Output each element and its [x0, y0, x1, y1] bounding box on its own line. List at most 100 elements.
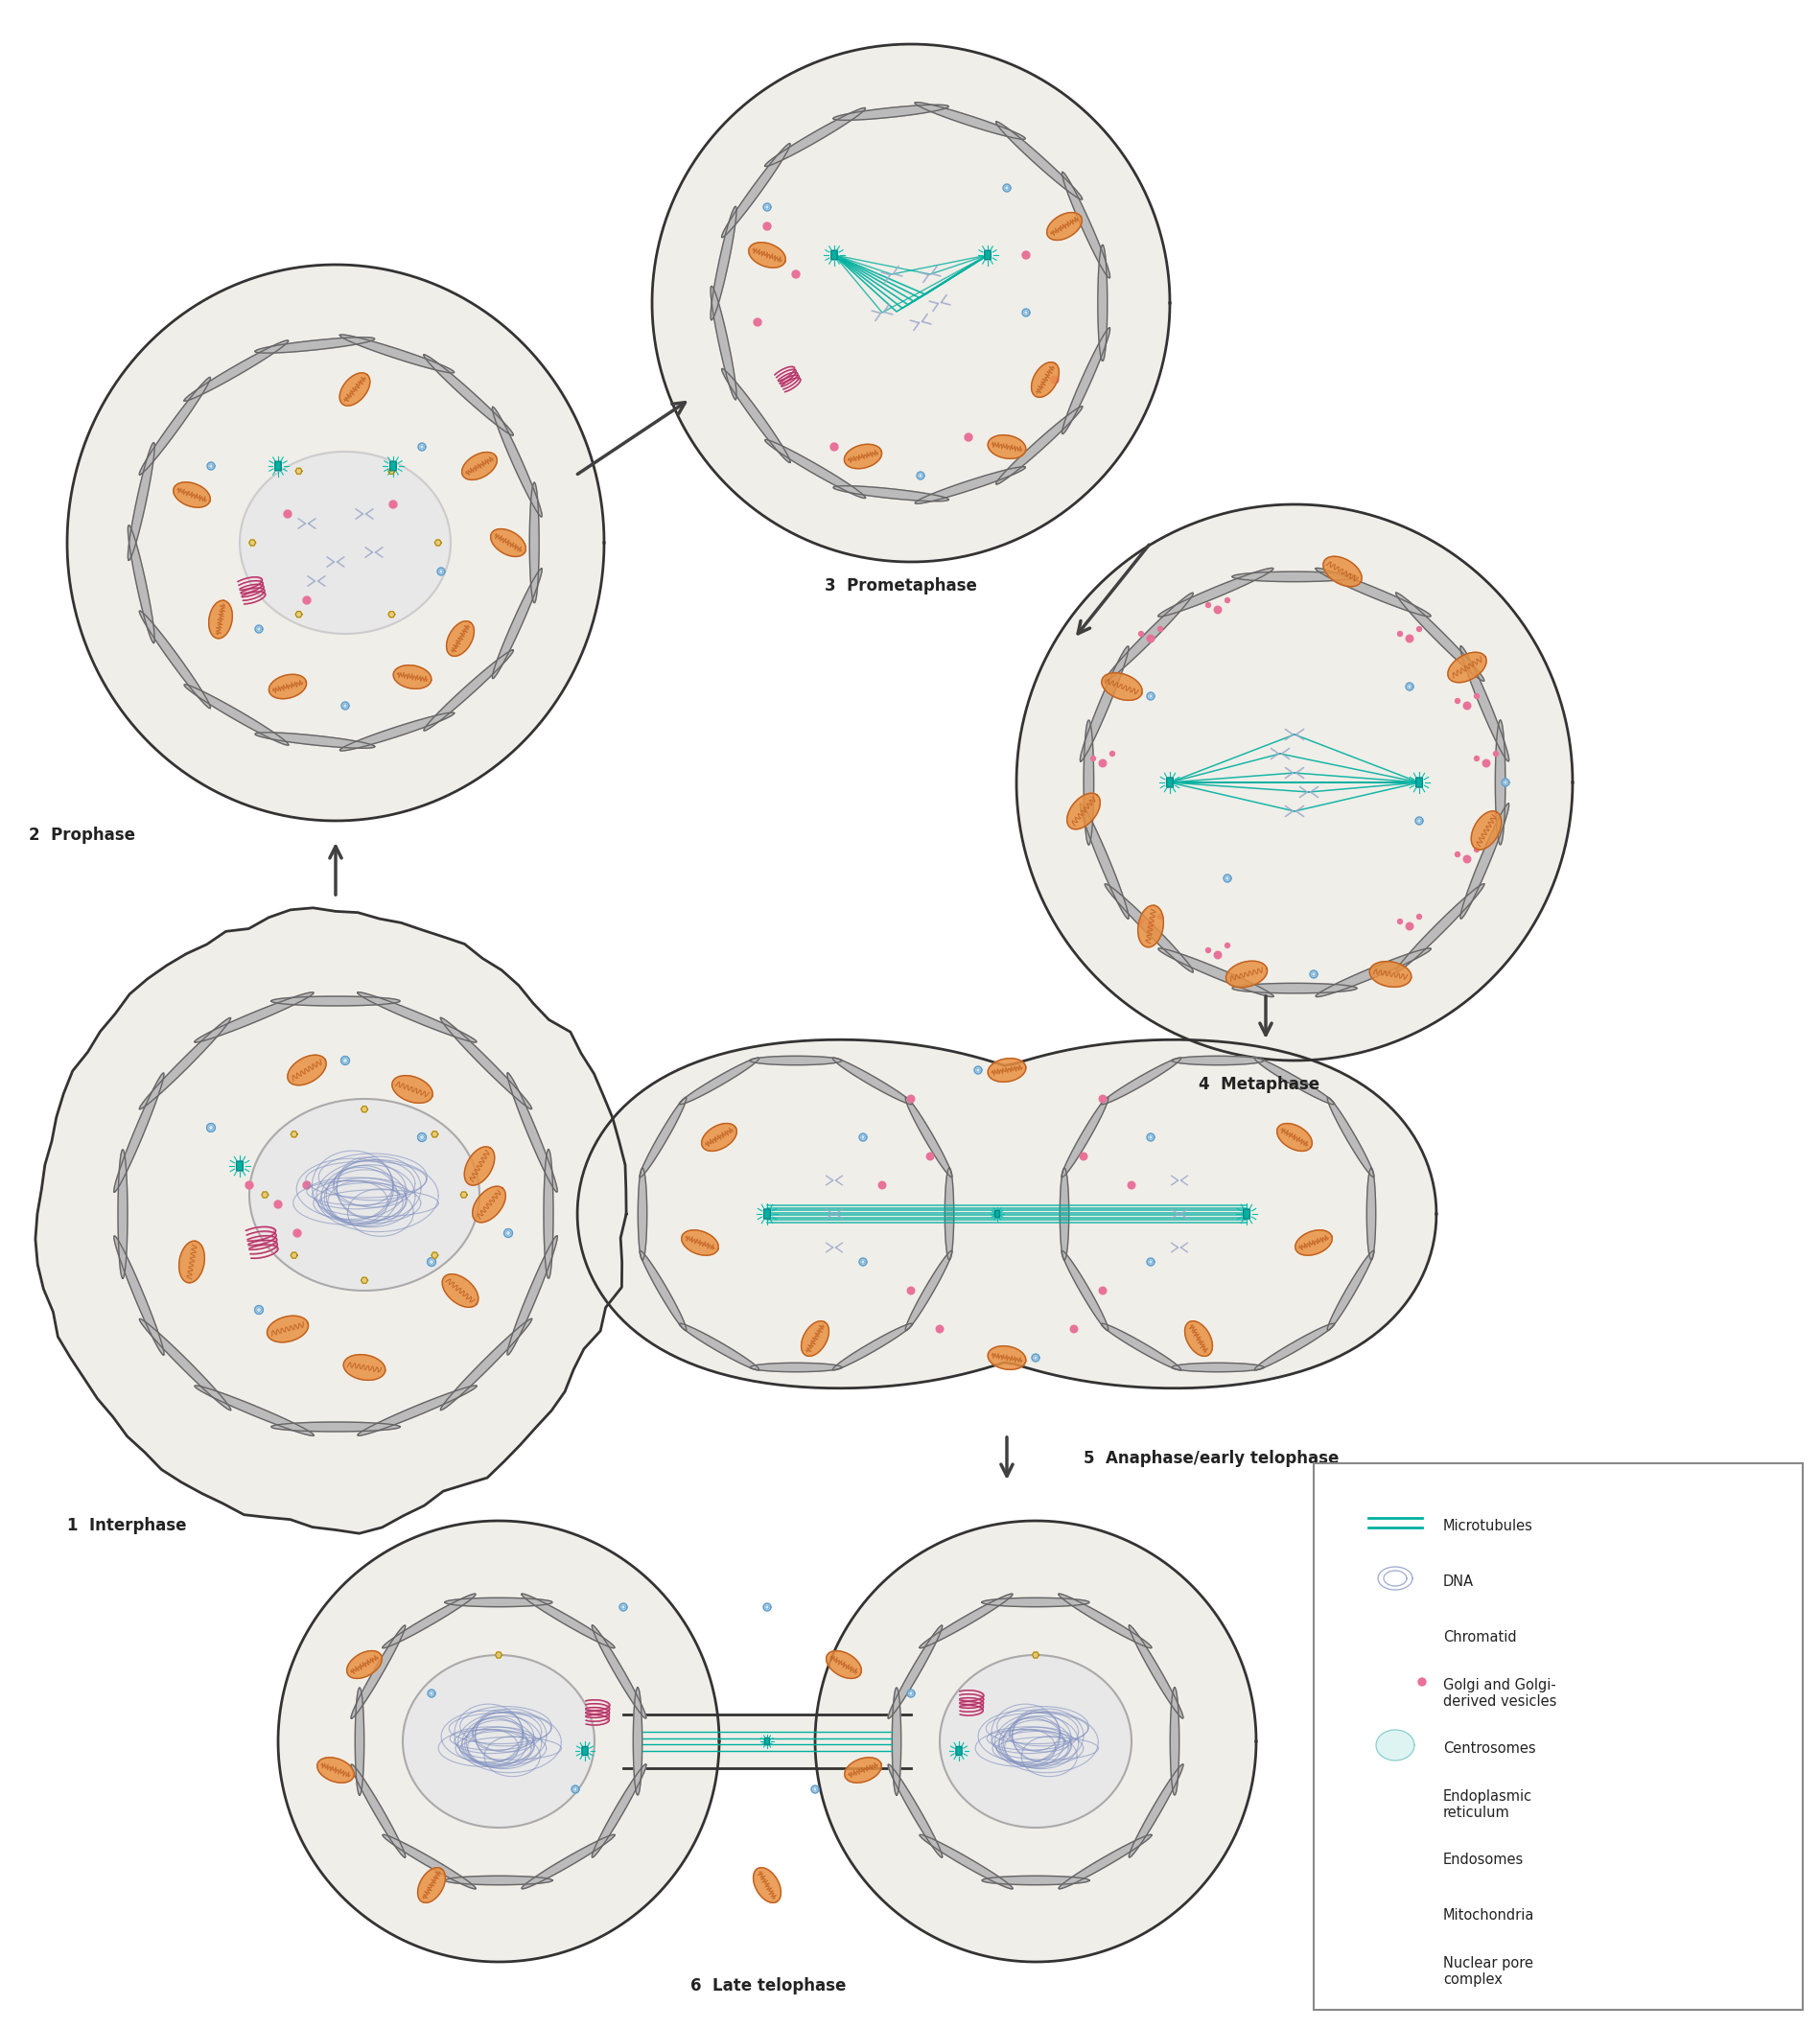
- Polygon shape: [209, 465, 213, 469]
- Polygon shape: [1101, 674, 1141, 700]
- Polygon shape: [1310, 972, 1314, 976]
- Polygon shape: [781, 377, 801, 392]
- Polygon shape: [721, 144, 790, 237]
- Polygon shape: [1454, 698, 1460, 704]
- Polygon shape: [417, 1132, 426, 1142]
- Polygon shape: [777, 371, 797, 388]
- FancyBboxPatch shape: [275, 461, 280, 471]
- Polygon shape: [1170, 1055, 1263, 1065]
- Polygon shape: [1147, 1134, 1154, 1140]
- Polygon shape: [1138, 631, 1143, 637]
- Polygon shape: [255, 732, 375, 749]
- Polygon shape: [530, 483, 539, 603]
- Polygon shape: [317, 1757, 353, 1783]
- Polygon shape: [710, 286, 735, 400]
- Polygon shape: [249, 540, 255, 546]
- Polygon shape: [1070, 1325, 1077, 1333]
- Polygon shape: [986, 1345, 1025, 1370]
- Polygon shape: [1387, 1678, 1401, 1688]
- Polygon shape: [681, 1230, 719, 1256]
- Polygon shape: [775, 369, 795, 383]
- Polygon shape: [284, 509, 291, 517]
- Polygon shape: [679, 1057, 759, 1104]
- Text: DNA: DNA: [1443, 1575, 1472, 1589]
- Polygon shape: [271, 1422, 400, 1432]
- FancyBboxPatch shape: [237, 1161, 242, 1171]
- Polygon shape: [442, 1274, 479, 1307]
- Polygon shape: [439, 570, 442, 574]
- Polygon shape: [248, 1240, 277, 1254]
- Polygon shape: [814, 1788, 817, 1792]
- Polygon shape: [255, 1305, 264, 1315]
- Polygon shape: [1021, 308, 1030, 317]
- Polygon shape: [462, 452, 497, 479]
- Polygon shape: [440, 1319, 531, 1410]
- Polygon shape: [140, 611, 211, 708]
- Polygon shape: [440, 1019, 531, 1110]
- Polygon shape: [764, 108, 864, 166]
- Text: 5  Anaphase/early telophase: 5 Anaphase/early telophase: [1083, 1451, 1338, 1467]
- Polygon shape: [1294, 1230, 1332, 1256]
- Polygon shape: [1387, 1800, 1421, 1816]
- Polygon shape: [1158, 915, 1161, 919]
- Polygon shape: [1405, 682, 1412, 690]
- Polygon shape: [1023, 310, 1028, 314]
- Polygon shape: [763, 1603, 770, 1611]
- Polygon shape: [340, 702, 349, 710]
- FancyBboxPatch shape: [1243, 1209, 1249, 1219]
- Polygon shape: [586, 1704, 610, 1715]
- Polygon shape: [302, 1181, 311, 1189]
- Polygon shape: [206, 1124, 215, 1132]
- Polygon shape: [1327, 1250, 1374, 1331]
- Text: 2  Prophase: 2 Prophase: [29, 826, 135, 844]
- FancyBboxPatch shape: [764, 1739, 770, 1745]
- Polygon shape: [435, 540, 440, 546]
- Polygon shape: [1172, 1363, 1263, 1372]
- Polygon shape: [906, 1286, 914, 1295]
- Polygon shape: [444, 1877, 551, 1885]
- Polygon shape: [996, 122, 1081, 199]
- Polygon shape: [431, 1132, 439, 1136]
- Polygon shape: [1158, 568, 1272, 617]
- Polygon shape: [1396, 592, 1483, 682]
- Polygon shape: [246, 1228, 275, 1242]
- Text: Chromatid: Chromatid: [1443, 1629, 1516, 1643]
- Polygon shape: [1471, 812, 1501, 850]
- Polygon shape: [633, 1688, 642, 1796]
- Polygon shape: [340, 373, 369, 406]
- FancyBboxPatch shape: [1167, 777, 1172, 787]
- Polygon shape: [268, 1315, 308, 1343]
- FancyBboxPatch shape: [985, 250, 990, 260]
- Polygon shape: [1418, 1678, 1425, 1686]
- Polygon shape: [1016, 505, 1572, 1061]
- Polygon shape: [965, 434, 972, 440]
- Polygon shape: [1396, 885, 1483, 972]
- Polygon shape: [764, 1605, 768, 1609]
- Text: 3  Prometaphase: 3 Prometaphase: [824, 576, 977, 594]
- Polygon shape: [340, 335, 453, 373]
- Polygon shape: [1205, 603, 1210, 607]
- Polygon shape: [919, 1834, 1012, 1889]
- Polygon shape: [1079, 645, 1128, 761]
- Polygon shape: [1099, 759, 1107, 767]
- Polygon shape: [506, 1232, 510, 1236]
- Polygon shape: [1205, 948, 1210, 954]
- Polygon shape: [302, 597, 311, 605]
- Polygon shape: [490, 530, 526, 556]
- Polygon shape: [639, 1250, 686, 1331]
- Polygon shape: [750, 1055, 841, 1065]
- Polygon shape: [844, 1757, 881, 1783]
- Polygon shape: [1494, 720, 1505, 844]
- Polygon shape: [877, 1181, 885, 1189]
- FancyBboxPatch shape: [1312, 1463, 1802, 2011]
- Polygon shape: [577, 1039, 1436, 1388]
- Text: Nuclear pore
complex: Nuclear pore complex: [1443, 1956, 1532, 1986]
- Polygon shape: [1474, 694, 1478, 698]
- Polygon shape: [360, 1278, 368, 1282]
- Polygon shape: [939, 1656, 1130, 1828]
- Polygon shape: [906, 1690, 914, 1696]
- Polygon shape: [763, 203, 770, 211]
- Polygon shape: [1110, 751, 1114, 757]
- Polygon shape: [986, 434, 1025, 459]
- Polygon shape: [184, 684, 288, 745]
